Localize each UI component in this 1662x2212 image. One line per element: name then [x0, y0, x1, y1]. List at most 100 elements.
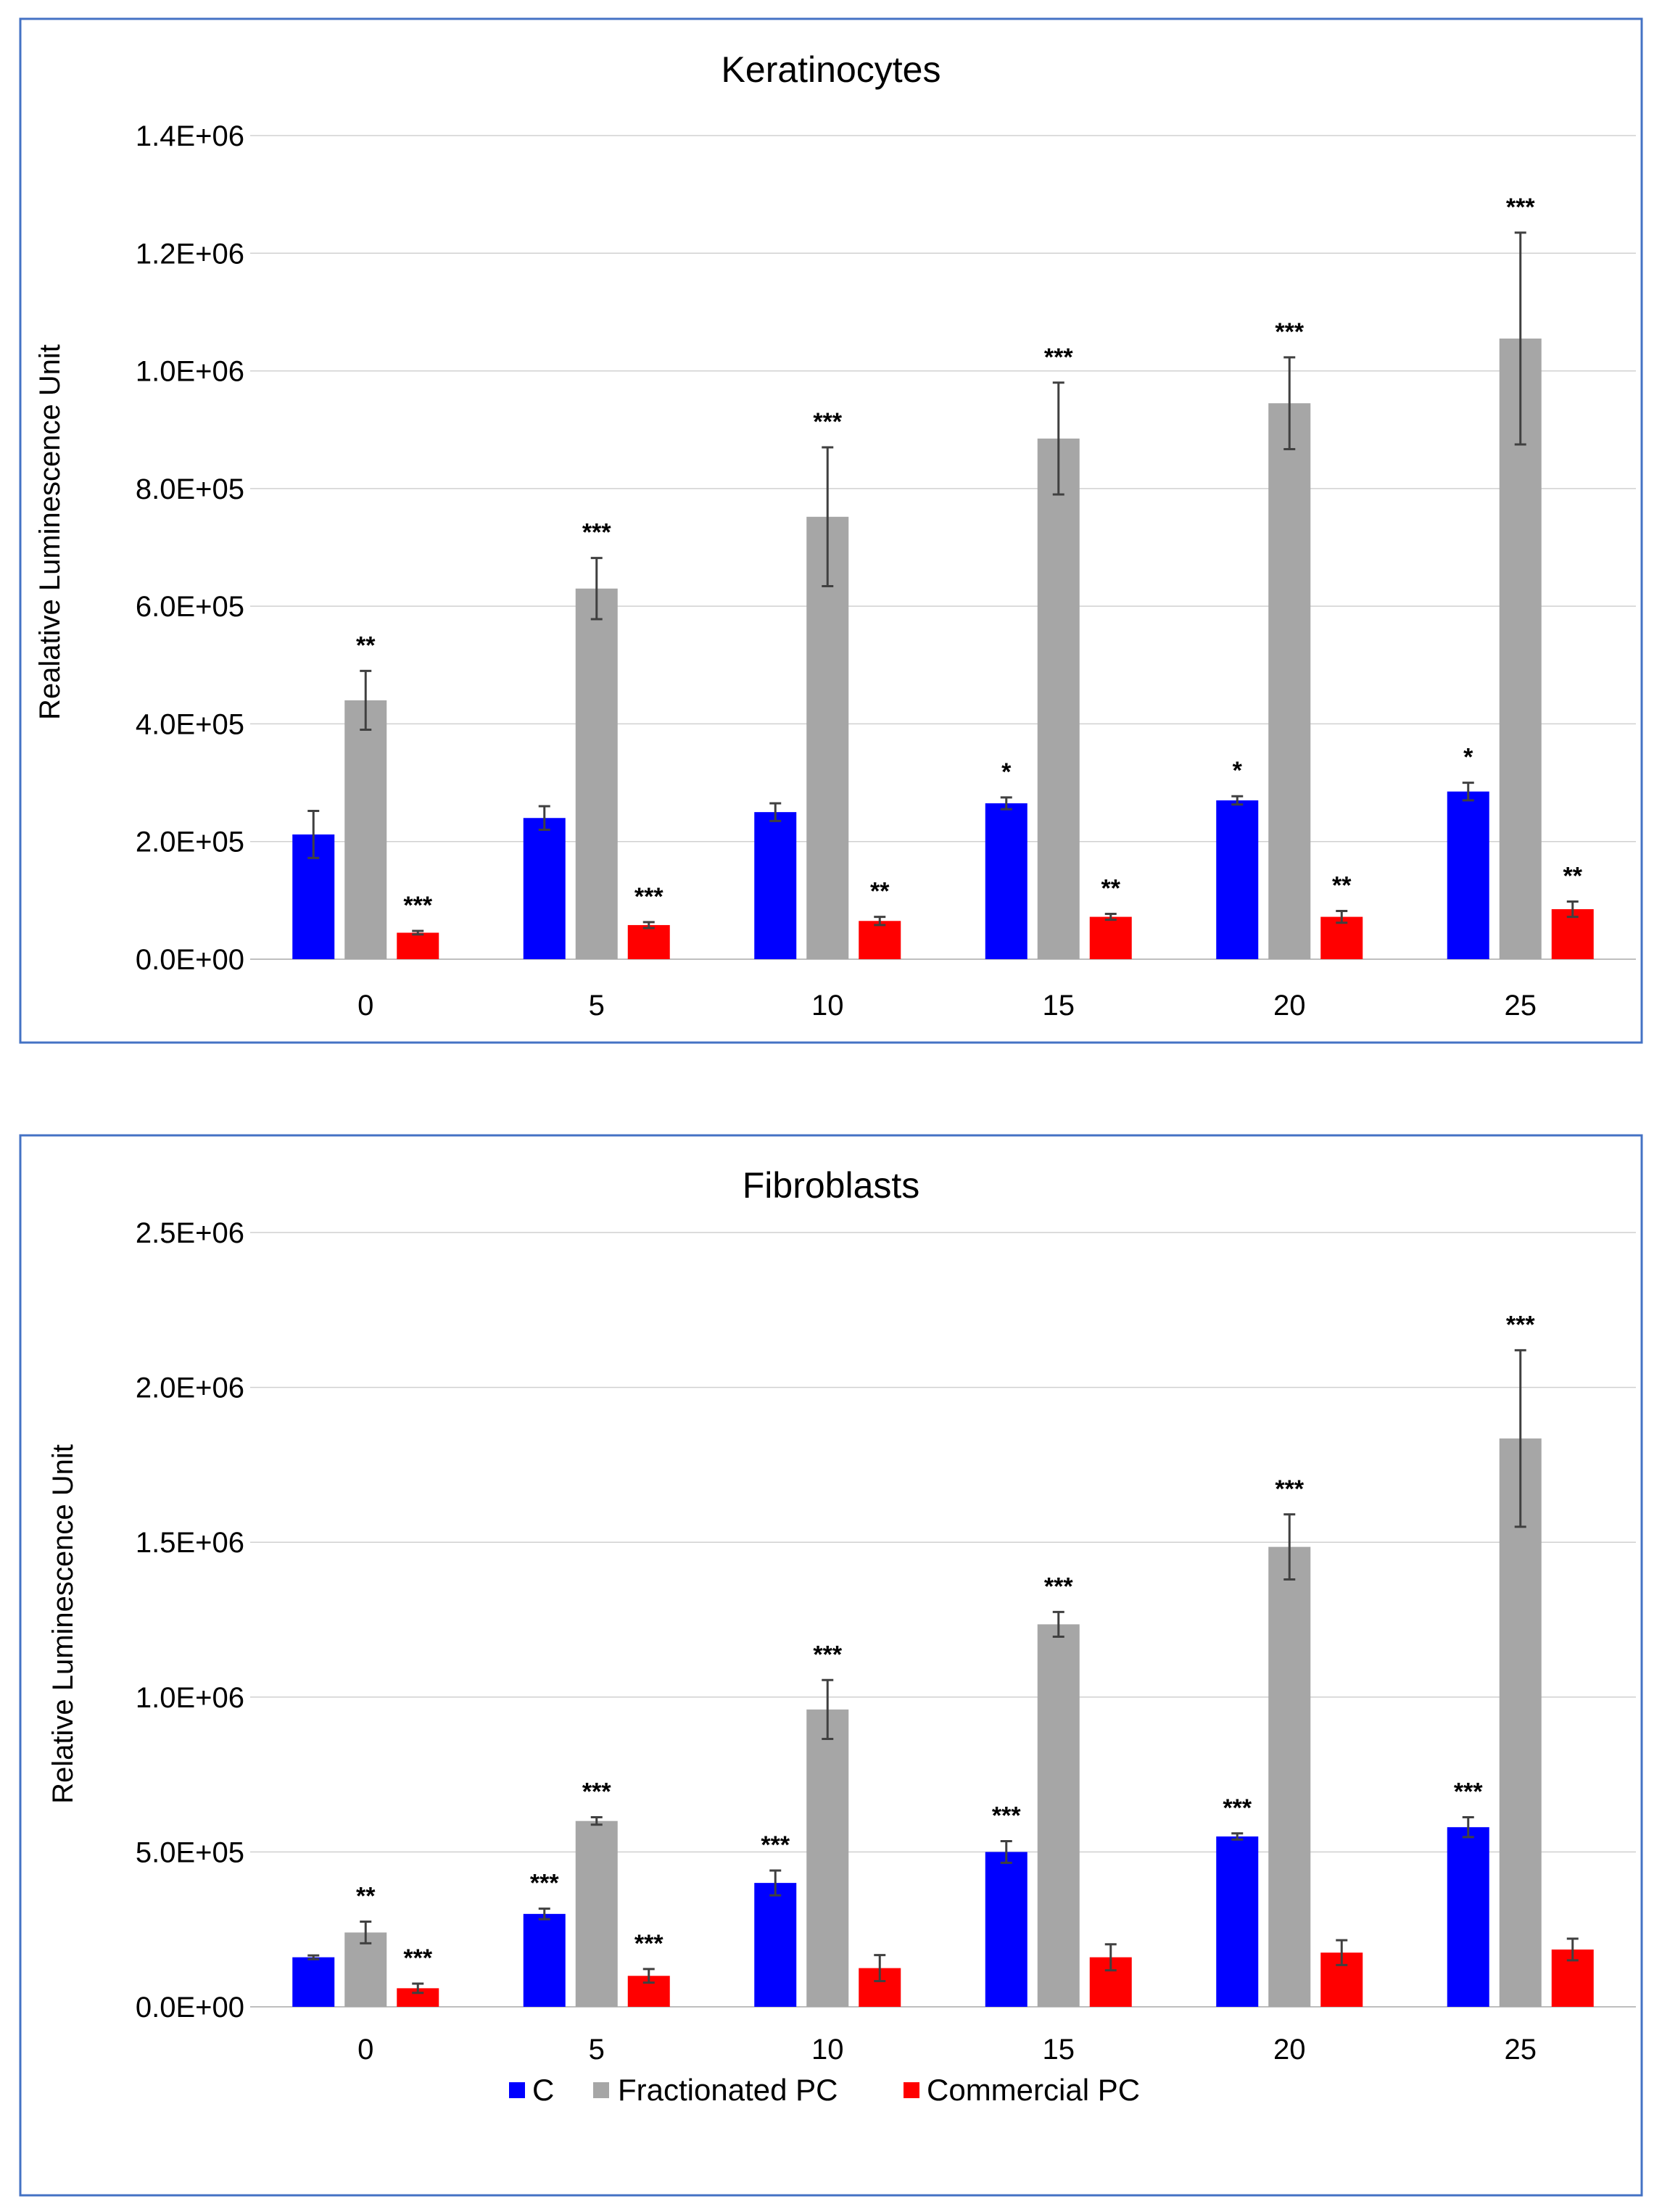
gridlines	[250, 135, 1636, 960]
fibroblasts-chart-panel: Fibroblasts Relative Luminescence Unit 0…	[19, 1134, 1643, 2197]
keratinocytes-chart-panel: Keratinocytes Realative Luminescence Uni…	[19, 17, 1643, 1044]
chart-title: Fibroblasts	[743, 1165, 920, 1206]
significance-label: ***	[813, 408, 842, 436]
bar-commercial-pc	[397, 932, 439, 959]
y-axis-label: Relative Luminescence Unit	[47, 1444, 79, 1804]
bar-c	[523, 1913, 566, 2007]
bar-c	[1216, 1836, 1259, 2007]
legend-swatch-commercial-pc	[904, 2082, 919, 2098]
significance-label: **	[1563, 862, 1583, 890]
bar-fractionated-pc	[575, 588, 618, 959]
y-tick-label: 0.0E+00	[136, 944, 244, 976]
bars: **************************************	[292, 1311, 1594, 2007]
y-tick-label: 1.2E+06	[136, 238, 244, 270]
bars: **********************************	[292, 194, 1594, 959]
x-tick-labels: 0 5 10 15 20 25	[357, 2034, 1537, 2066]
x-tick-labels: 0 5 10 15 20 25	[357, 990, 1537, 1022]
x-tick-label: 15	[1043, 2034, 1075, 2066]
y-tick-label: 1.0E+06	[136, 356, 244, 388]
significance-label: *	[1233, 757, 1243, 784]
x-tick-label: 5	[589, 990, 605, 1022]
y-tick-label: 1.4E+06	[136, 120, 244, 152]
bar-c	[1447, 1827, 1489, 2007]
bar-fractionated-pc	[344, 700, 387, 959]
significance-label: ***	[1044, 344, 1073, 371]
bar-c	[292, 1957, 335, 2007]
legend-label-fractionated-pc: Fractionated PC	[618, 2073, 838, 2107]
x-tick-label: 10	[811, 990, 844, 1022]
significance-label: *	[1463, 744, 1473, 771]
y-tick-label: 2.0E+05	[136, 827, 244, 858]
significance-label: ***	[634, 1930, 663, 1958]
bar-commercial-pc	[1320, 916, 1363, 959]
legend-swatch-c	[509, 2082, 525, 2098]
significance-label: **	[356, 1883, 376, 1910]
significance-label: ***	[403, 1944, 432, 1972]
significance-label: ***	[1223, 1794, 1252, 1822]
significance-label: **	[1101, 875, 1121, 903]
bar-fractionated-pc	[1499, 1438, 1542, 2007]
bar-fractionated-pc	[1037, 1624, 1080, 2007]
x-tick-label: 0	[357, 990, 373, 1022]
significance-label: ***	[761, 1831, 790, 1859]
x-tick-label: 25	[1505, 990, 1537, 1022]
significance-label: **	[356, 631, 376, 659]
bar-c	[985, 803, 1028, 959]
bar-c	[985, 1852, 1028, 2007]
y-tick-label: 6.0E+05	[136, 591, 244, 623]
significance-label: ***	[1275, 1475, 1304, 1503]
y-tick-labels: 0.0E+00 2.0E+05 4.0E+05 6.0E+05 8.0E+05 1.0E+…	[136, 120, 244, 976]
significance-label: ***	[1506, 194, 1535, 221]
significance-label: **	[1332, 871, 1352, 899]
x-tick-label: 20	[1273, 2034, 1306, 2066]
significance-label: ***	[813, 1641, 842, 1668]
y-tick-label: 2.0E+06	[136, 1372, 244, 1404]
bar-c	[1216, 800, 1259, 959]
bar-fractionated-pc	[344, 1932, 387, 2007]
significance-label: ***	[1044, 1573, 1073, 1600]
y-tick-label: 1.5E+06	[136, 1527, 244, 1559]
legend-label-c: C	[532, 2073, 554, 2107]
y-tick-label: 8.0E+05	[136, 473, 244, 505]
significance-label: ***	[582, 519, 611, 547]
bar-c	[754, 812, 797, 959]
significance-label: ***	[530, 1870, 559, 1897]
bar-c	[1447, 791, 1489, 959]
bar-fractionated-pc	[806, 516, 849, 959]
legend-swatch-fractionated-pc	[593, 2082, 609, 2098]
significance-label: **	[870, 878, 890, 906]
y-axis-label: Realative Luminescence Unit	[34, 344, 66, 720]
significance-label: ***	[1506, 1311, 1535, 1338]
gridlines	[250, 1232, 1636, 2008]
significance-label: ***	[992, 1802, 1021, 1829]
bar-fractionated-pc	[1268, 1546, 1311, 2007]
x-tick-label: 20	[1273, 990, 1306, 1022]
y-tick-label: 0.0E+00	[136, 1992, 244, 2023]
bar-fractionated-pc	[806, 1709, 849, 2007]
bar-c	[523, 818, 566, 959]
legend-label-commercial-pc: Commercial PC	[927, 2073, 1140, 2107]
y-tick-label: 5.0E+05	[136, 1836, 244, 1868]
legend: C Fractionated PC Commercial PC	[509, 2073, 1140, 2107]
chart-title: Keratinocytes	[722, 49, 941, 90]
y-tick-labels: 0.0E+00 5.0E+05 1.0E+06 1.5E+06 2.0E+06 2.5E+…	[136, 1217, 244, 2023]
bar-fractionated-pc	[1268, 403, 1311, 959]
significance-label: *	[1001, 758, 1012, 786]
chart-frame	[19, 1134, 1643, 2197]
x-tick-label: 15	[1043, 990, 1075, 1022]
bar-commercial-pc	[627, 924, 670, 959]
y-tick-label: 2.5E+06	[136, 1217, 244, 1249]
bar-commercial-pc	[859, 921, 901, 959]
significance-label: ***	[1454, 1778, 1483, 1806]
x-tick-label: 25	[1505, 2034, 1537, 2066]
y-tick-label: 4.0E+05	[136, 708, 244, 740]
significance-label: ***	[1275, 318, 1304, 346]
x-tick-label: 0	[357, 2034, 373, 2066]
y-tick-label: 1.0E+06	[136, 1682, 244, 1714]
bar-fractionated-pc	[575, 1820, 618, 2007]
bar-fractionated-pc	[1037, 438, 1080, 959]
x-tick-label: 5	[589, 2034, 605, 2066]
x-tick-label: 10	[811, 2034, 844, 2066]
bar-commercial-pc	[1089, 916, 1132, 959]
